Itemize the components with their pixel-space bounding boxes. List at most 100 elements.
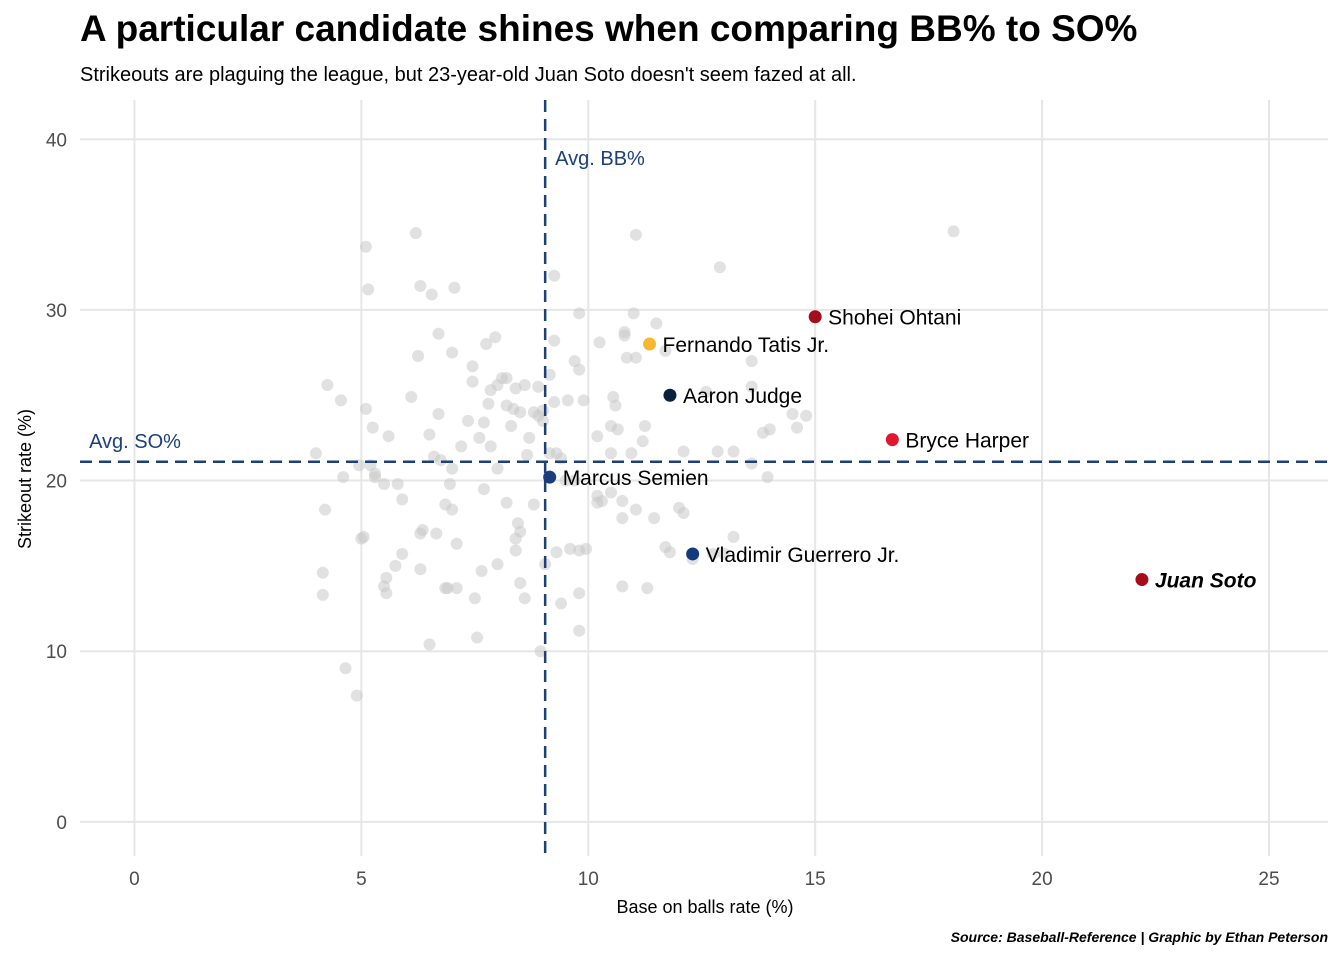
background-point [462,414,475,427]
background-point [527,498,540,511]
y-tick-label: 0 [56,813,67,834]
background-point [627,307,640,320]
background-point [382,430,395,443]
background-point [620,351,633,364]
background-point [636,435,649,448]
background-point [509,544,522,557]
background-point [430,527,443,540]
background-point [677,506,690,519]
background-point [455,440,468,453]
background-point [639,419,652,432]
background-point [561,394,574,407]
background-point [446,503,459,516]
player-label: Juan Soto [1155,570,1257,593]
chart-title: A particular candidate shines when compa… [80,8,1138,49]
background-point [604,486,617,499]
background-point [727,530,740,543]
background-point [800,409,813,422]
background-point [564,542,577,555]
background-point [629,228,642,241]
x-tick-label: 10 [578,869,599,890]
background-point [711,445,724,458]
background-point [555,597,568,610]
background-point [629,503,642,516]
background-point [616,580,629,593]
background-point [593,336,606,349]
background-point [700,385,713,398]
background-point [500,372,513,385]
background-point [441,582,454,595]
background-point [391,477,404,490]
player-point [1135,573,1149,587]
background-point [357,530,370,543]
background-point [319,503,332,516]
background-point [477,416,490,429]
background-point [425,288,438,301]
background-point [380,571,393,584]
background-point [548,396,561,409]
background-point [405,390,418,403]
background-point [468,592,481,605]
background-point [339,662,352,675]
player-point [663,388,677,402]
background-point [763,423,776,436]
player-point [885,433,899,447]
background-point [480,338,493,351]
axis-ticks: 0 5 10 15 20 25 0 10 20 30 40 [46,130,1280,890]
background-point [316,566,329,579]
background-point [414,280,427,293]
background-point [505,419,518,432]
background-point [446,462,459,475]
background-point [378,477,391,490]
background-point [629,351,642,364]
background-point [350,689,363,702]
background-point [550,546,563,559]
background-point [514,576,527,589]
background-point [423,638,436,651]
background-point [595,495,608,508]
background-point [514,406,527,419]
background-point [573,587,586,600]
background-point [337,471,350,484]
player-label: Fernando Tatis Jr. [663,334,830,357]
background-point [359,240,372,253]
background-point [573,624,586,637]
background-point [577,394,590,407]
background-point [409,227,422,240]
background-point [484,440,497,453]
player-point [543,470,557,484]
player-point [686,547,700,561]
background-point [473,431,486,444]
background-point [450,582,463,595]
background-point [618,326,631,339]
background-point [534,645,547,658]
background-point [616,512,629,525]
background-point [659,344,672,357]
background-point [334,394,347,407]
background-point [745,380,758,393]
background-point [518,378,531,391]
background-point [677,445,690,458]
background-point [648,512,661,525]
chart-subtitle: Strikeouts are plaguing the league, but … [80,64,857,86]
background-point [650,317,663,330]
y-tick-label: 30 [46,301,67,322]
player-label: Shohei Ohtani [828,307,961,330]
background-point [396,493,409,506]
background-point [532,380,545,393]
background-point [573,307,586,320]
background-point [625,447,638,460]
player-label: Aaron Judge [683,385,802,408]
background-point [580,542,593,555]
x-tick-label: 5 [356,869,367,890]
background-point [482,397,495,410]
background-point [368,471,381,484]
background-point [536,404,549,417]
background-point [412,349,425,362]
highlighted-points: Shohei Ohtani Fernando Tatis Jr. Aaron Jud… [543,307,1257,593]
background-point [443,477,456,490]
background-point [521,448,534,461]
player-label: Bryce Harper [905,430,1029,453]
grid-lines [80,100,1328,856]
background-point [663,546,676,559]
